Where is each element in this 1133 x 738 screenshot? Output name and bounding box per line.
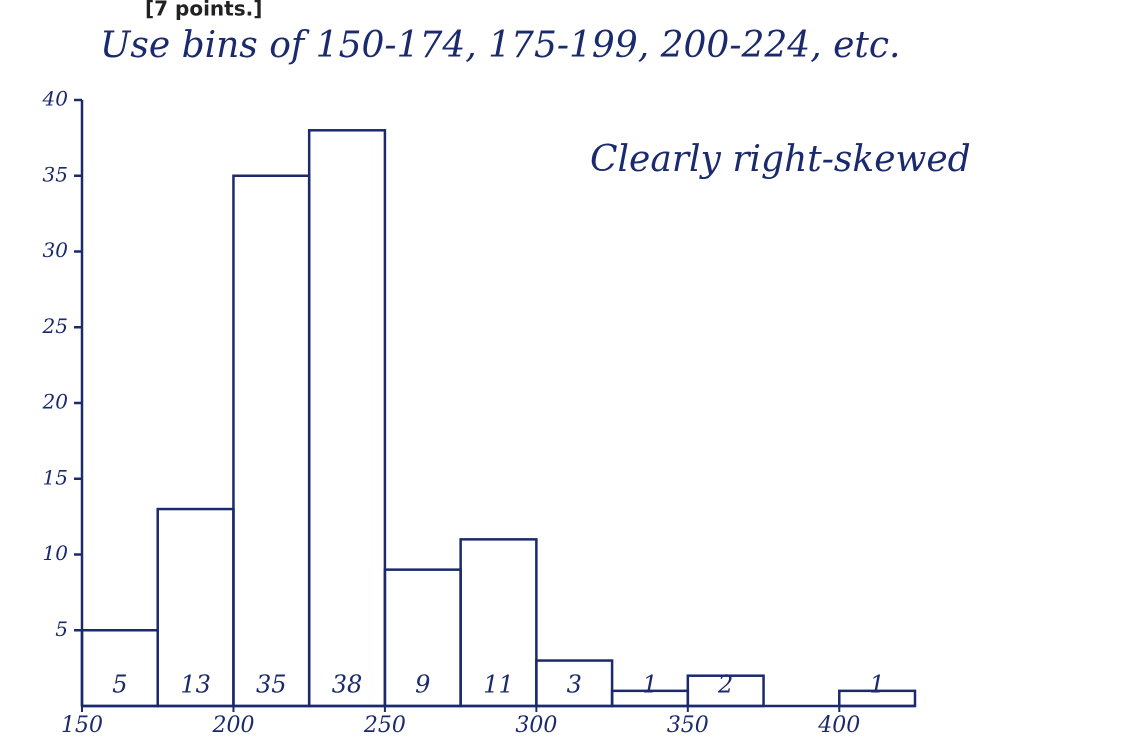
annotation: Use bins of 150-174, 175-199, 200-224, e… [100, 25, 900, 66]
y-tick-label: 40 [42, 87, 69, 111]
x-tick-label: 350 [667, 713, 709, 738]
value-label: 1 [642, 671, 657, 699]
y-tick-label: 30 [43, 238, 69, 262]
x-tick-label: 200 [211, 713, 254, 738]
bar [309, 130, 385, 706]
value-label: 9 [415, 671, 430, 699]
x-tick-label: 400 [817, 713, 860, 738]
y-tick-label: 5 [55, 617, 68, 641]
value-label: 1 [869, 671, 884, 699]
y-tick-label: 20 [42, 390, 69, 414]
value-label: 11 [483, 671, 514, 699]
chart: [7 points.] Use bins of 150-174, 175-199… [0, 0, 1133, 738]
value-label: 13 [180, 671, 211, 699]
x-tick-label: 150 [61, 713, 103, 738]
y-tick-label: 35 [43, 162, 68, 186]
value-label: 38 [332, 671, 363, 699]
bar [233, 176, 309, 706]
y-tick-label: 10 [43, 541, 69, 565]
annotation: Clearly right-skewed [590, 139, 971, 180]
value-label: 35 [256, 671, 287, 699]
value-label: 5 [112, 671, 127, 699]
value-label: 2 [717, 671, 733, 699]
x-tick-label: 300 [515, 713, 557, 738]
x-tick-label: 250 [363, 713, 406, 738]
value-label: 3 [567, 671, 582, 699]
points-label: [7 points.] [145, 0, 262, 21]
y-tick-label: 15 [43, 465, 68, 489]
y-tick-label: 25 [42, 314, 68, 338]
